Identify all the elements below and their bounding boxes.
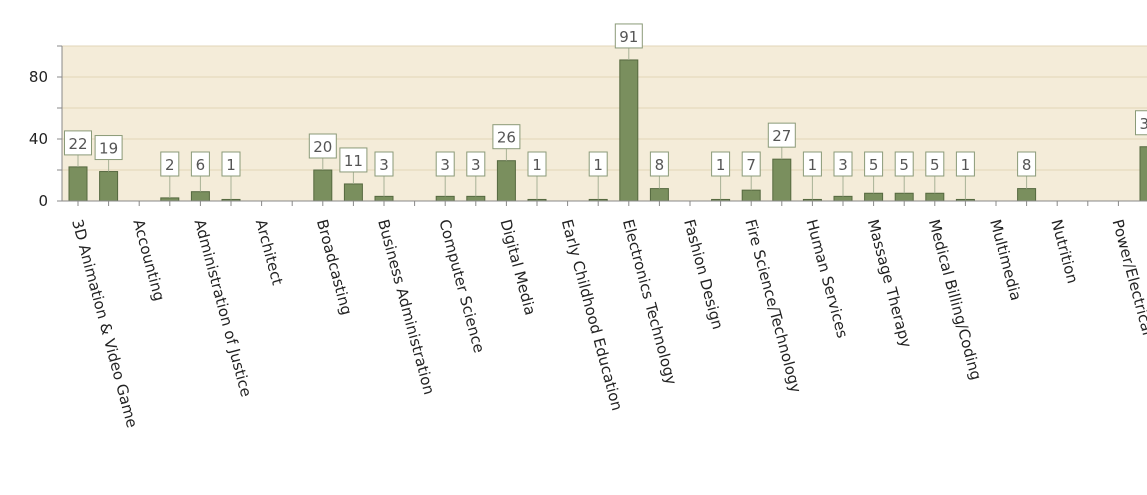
category-label: Architect — [252, 217, 287, 287]
data-label-box — [864, 151, 884, 177]
data-label: 11 — [344, 152, 363, 170]
data-label-box — [64, 130, 92, 156]
y-tick-label: 80 — [29, 68, 48, 86]
bar — [99, 171, 119, 202]
bar — [1139, 146, 1147, 202]
category-label: Broadcasting — [313, 217, 356, 317]
data-label-box — [833, 151, 853, 177]
data-label-box — [492, 124, 521, 150]
category-label: Multimedia — [986, 217, 1025, 302]
category-label: Early Childhood Education — [558, 217, 626, 412]
data-label-box — [588, 151, 608, 177]
data-label-box — [466, 151, 486, 177]
data-label-box — [374, 151, 394, 177]
data-label: 7 — [746, 156, 756, 174]
data-label-box — [94, 135, 123, 161]
data-label: 2 — [165, 156, 175, 174]
bar — [190, 191, 210, 202]
plot-background — [62, 46, 1147, 201]
bar — [435, 195, 455, 202]
bar — [313, 169, 333, 202]
category-label: Massage Therapy — [864, 217, 916, 349]
bar — [864, 192, 884, 202]
bar — [68, 166, 88, 202]
data-label: 1 — [226, 156, 236, 174]
data-label-box — [308, 133, 337, 159]
bar — [619, 59, 639, 202]
data-label-box — [160, 151, 180, 177]
data-label-box — [339, 147, 368, 173]
data-label: 5 — [899, 156, 909, 174]
data-label-box — [527, 151, 547, 177]
data-label-box — [925, 151, 945, 177]
y-tick-label: 40 — [29, 130, 48, 148]
data-label: 8 — [655, 156, 665, 174]
data-label-box — [221, 151, 241, 177]
data-label: 1 — [532, 156, 542, 174]
category-label: Fire Science/Technology — [741, 217, 805, 394]
data-label: 26 — [497, 129, 516, 147]
data-label: 20 — [313, 138, 332, 156]
data-label-box — [711, 151, 731, 177]
data-label: 22 — [68, 135, 87, 153]
data-label-box — [1017, 151, 1037, 177]
data-label: 5 — [930, 156, 940, 174]
bar — [649, 188, 669, 202]
category-label: Power/Electrical — [1109, 217, 1147, 337]
category-label: Nutrition — [1047, 217, 1081, 285]
data-label-box — [955, 151, 975, 177]
category-label: Business Administration — [374, 217, 438, 396]
data-label-box — [894, 151, 914, 177]
data-label: 27 — [772, 127, 791, 145]
data-label: 19 — [99, 140, 118, 158]
data-label: 8 — [1022, 156, 1032, 174]
data-labels: 2219261201133326119181727135551835 — [64, 23, 1147, 200]
y-tick-label: 0 — [38, 192, 48, 210]
data-label-box — [1135, 110, 1147, 136]
category-label: Human Services — [803, 217, 852, 340]
bar — [925, 192, 945, 202]
data-label: 3 — [379, 156, 389, 174]
bar — [496, 160, 516, 202]
data-label-box — [767, 122, 796, 148]
bar — [374, 195, 394, 202]
data-label: 1 — [716, 156, 726, 174]
data-label: 3 — [471, 156, 481, 174]
category-label: Computer Science — [435, 217, 488, 354]
data-label: 3 — [440, 156, 450, 174]
category-label: Administration of Justice — [191, 217, 256, 398]
data-label-box — [741, 151, 761, 177]
data-label: 1 — [593, 156, 603, 174]
data-label-box — [435, 151, 455, 177]
data-label: 35 — [1139, 115, 1147, 133]
bar — [741, 189, 761, 202]
data-label: 6 — [196, 156, 206, 174]
category-label: Accounting — [129, 217, 168, 303]
data-label: 3 — [838, 156, 848, 174]
category-label: Electronics Technology — [619, 217, 681, 387]
bar — [466, 195, 486, 202]
data-label: 1 — [961, 156, 971, 174]
bar — [1017, 188, 1037, 202]
category-label: 3D Animation & Video Game — [68, 217, 141, 429]
data-label-box — [190, 151, 210, 177]
category-label: Digital Media — [497, 217, 540, 317]
data-label-box — [614, 23, 643, 49]
category-label: Fashion Design — [680, 217, 727, 331]
data-label: 91 — [619, 28, 638, 46]
data-label-box — [649, 151, 669, 177]
bar — [343, 183, 363, 202]
category-label: Medical Billing/Coding — [925, 217, 985, 382]
y-axis: 0 40 80 — [29, 45, 63, 210]
bar — [772, 158, 792, 202]
data-label: 1 — [808, 156, 818, 174]
data-label: 5 — [869, 156, 879, 174]
data-label-box — [802, 151, 822, 177]
bar — [833, 195, 853, 202]
bar — [894, 192, 914, 202]
